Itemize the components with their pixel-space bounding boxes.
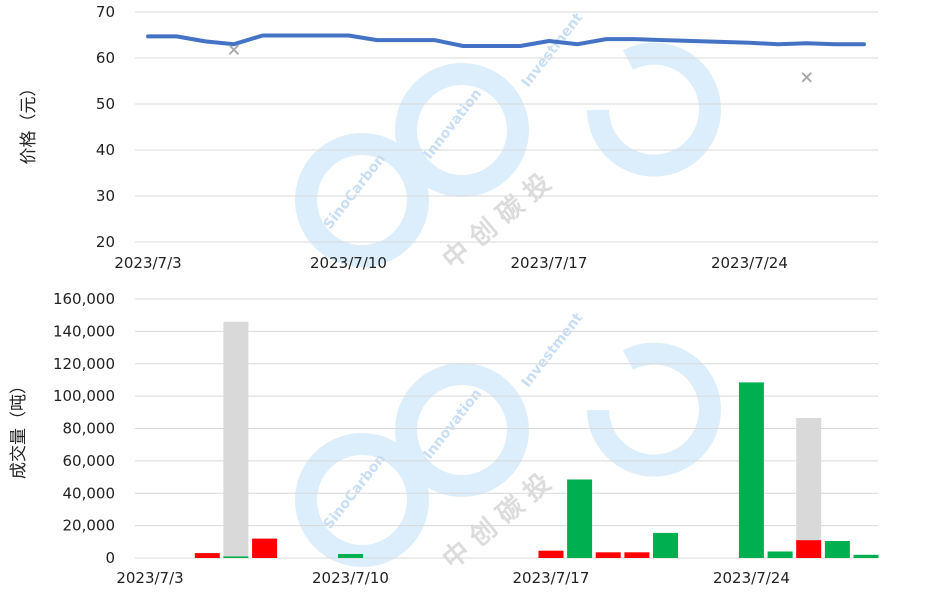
volume-y-tick-label: 160,000 [53, 290, 115, 308]
volume-bar [796, 540, 822, 558]
price-y-axis-label: 价格（元） [19, 80, 39, 165]
price-marker-x [801, 72, 812, 83]
volume-x-tick-label: 2023/7/17 [512, 569, 589, 587]
price-x-tick-label: 2023/7/10 [310, 254, 387, 272]
price-y-tick-label: 30 [96, 187, 115, 205]
volume-bar [338, 554, 363, 558]
price-x-ticks: 2023/7/3 2023/7/10 2023/7/17 2023/7/24 [114, 254, 788, 272]
price-marker-x [228, 44, 240, 55]
watermark-ring-left [295, 133, 429, 267]
price-x-tick-label: 2023/7/17 [510, 254, 587, 272]
volume-y-tick-label: 80,000 [63, 420, 116, 438]
watermark-ring-right [587, 342, 721, 477]
watermark-tagline-2: Investment [519, 10, 587, 91]
watermark-top: SinoCarbon Innovation Investment 中 创 碳 投 [295, 10, 721, 275]
volume-bar [796, 418, 822, 558]
price-y-tick-label: 20 [96, 233, 115, 251]
volume-x-tick-label: 2023/7/10 [312, 569, 389, 587]
volume-x-tick-label: 2023/7/3 [116, 569, 183, 587]
volume-bar [223, 556, 249, 558]
volume-y-tick-label: 60,000 [63, 452, 116, 470]
price-x-tick-label: 2023/7/3 [114, 254, 181, 272]
price-x-tick-label: 2023/7/24 [711, 254, 788, 272]
volume-bar [653, 532, 678, 558]
volume-y-tick-label: 20,000 [63, 517, 116, 535]
volume-y-tick-label: 140,000 [53, 322, 115, 340]
volume-bar [853, 554, 879, 558]
volume-x-tick-label: 2023/7/24 [713, 569, 790, 587]
volume-bar [252, 538, 278, 558]
price-y-tick-label: 40 [96, 141, 115, 159]
volume-bar [223, 321, 249, 558]
volume-bars [194, 321, 879, 558]
volume-bar [595, 552, 621, 558]
price-series [146, 33, 866, 83]
volume-y-ticks: 0 20,000 40,000 60,000 80,000 100,000 120,000 1… [53, 290, 115, 567]
volume-bar [538, 550, 564, 558]
volume-y-tick-label: 0 [105, 549, 115, 567]
volume-chart: 0 20,000 40,000 60,000 80,000 100,000 120,000 1… [9, 290, 879, 587]
volume-bar [567, 479, 593, 558]
watermark: SinoCarbon Innovation Investment 中 创 碳 投… [295, 10, 721, 575]
watermark-ring-middle [395, 63, 529, 197]
volume-y-tick-label: 120,000 [53, 355, 115, 373]
volume-bar [624, 552, 650, 558]
volume-bar [824, 541, 850, 558]
watermark-ring-middle [395, 363, 529, 497]
watermark-ring-right [587, 42, 721, 177]
volume-y-tick-label: 100,000 [53, 387, 115, 405]
price-y-tick-label: 70 [96, 3, 115, 21]
volume-bar [738, 382, 764, 558]
price-gridlines [135, 11, 878, 243]
price-y-ticks: 20 30 40 50 60 70 [96, 3, 115, 251]
watermark-bottom: SinoCarbon Innovation Investment 中 创 碳 投 [295, 310, 721, 575]
volume-y-axis-label: 成交量（吨） [9, 377, 29, 479]
volume-bar [767, 551, 793, 558]
volume-bar [194, 553, 220, 558]
price-y-tick-label: 60 [96, 49, 115, 67]
volume-x-ticks: 2023/7/3 2023/7/10 2023/7/17 2023/7/24 [116, 569, 790, 587]
watermark-tagline-2: Investment [519, 310, 587, 391]
price-line [146, 33, 866, 48]
volume-y-tick-label: 40,000 [63, 484, 116, 502]
price-y-tick-label: 50 [96, 95, 115, 113]
